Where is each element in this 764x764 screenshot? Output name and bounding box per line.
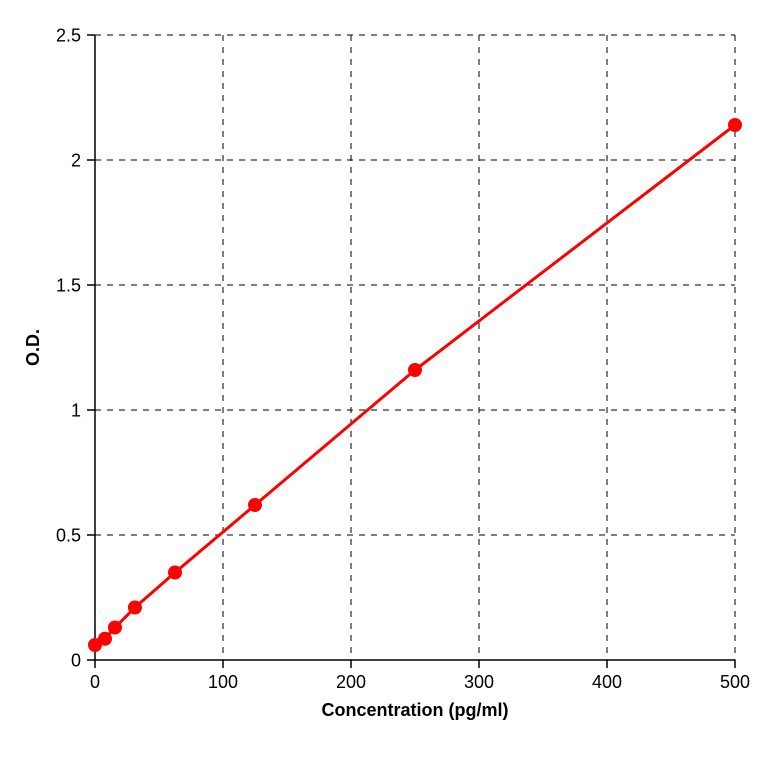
data-point [168, 566, 182, 580]
standard-curve-chart: 0 100 200 300 400 500 0 0.5 1 1.5 2 2.5 Concentratio… [0, 0, 764, 764]
data-point [408, 363, 422, 377]
x-tick-label: 500 [720, 672, 750, 692]
chart-container: 0 100 200 300 400 500 0 0.5 1 1.5 2 2.5 Concentratio… [0, 0, 764, 764]
data-point [128, 601, 142, 615]
y-tick-label: 1.5 [56, 275, 81, 295]
x-tick-label: 300 [464, 672, 494, 692]
y-tick-label: 2.5 [56, 25, 81, 45]
x-tick-label: 200 [336, 672, 366, 692]
data-point [98, 632, 112, 646]
x-tick-label: 100 [208, 672, 238, 692]
data-point [728, 118, 742, 132]
data-point [108, 621, 122, 635]
y-tick-label: 0 [71, 650, 81, 670]
y-tick-label: 0.5 [56, 525, 81, 545]
x-axis-label: Concentration (pg/ml) [322, 700, 509, 720]
y-tick-label: 1 [71, 400, 81, 420]
data-point [248, 498, 262, 512]
y-tick-label: 2 [71, 150, 81, 170]
chart-background [0, 0, 764, 764]
x-tick-label: 400 [592, 672, 622, 692]
x-tick-label: 0 [90, 672, 100, 692]
y-axis-label: O.D. [23, 329, 43, 366]
